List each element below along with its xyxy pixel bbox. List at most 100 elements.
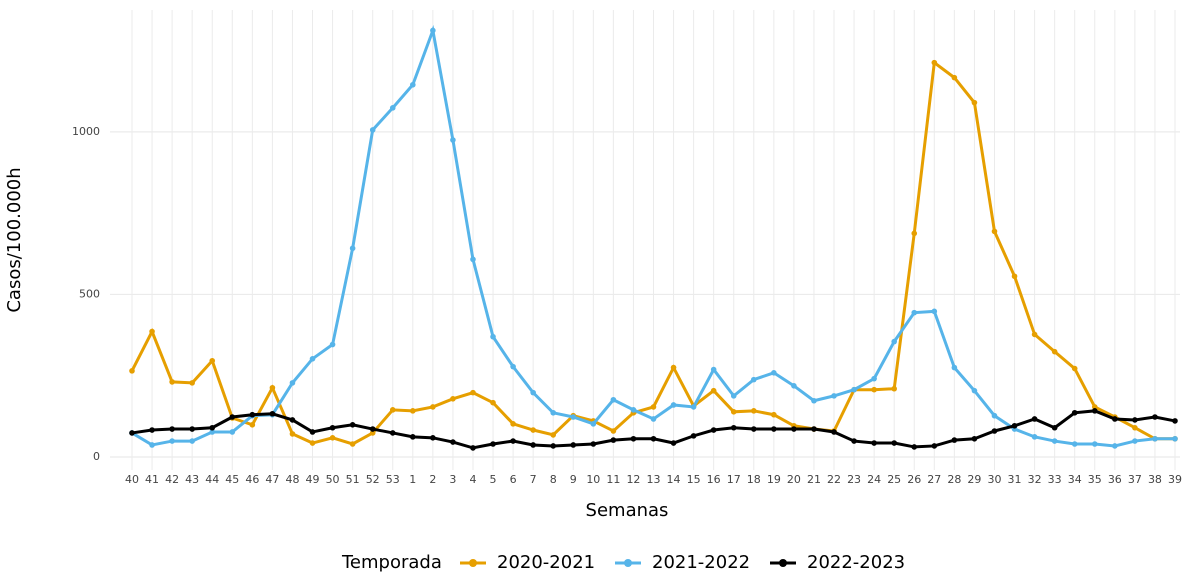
point: [1132, 417, 1138, 423]
x-tick-label: 8: [550, 473, 557, 486]
point: [690, 404, 697, 410]
point: [891, 385, 897, 392]
point: [730, 393, 737, 399]
x-tick-label: 2: [429, 473, 436, 486]
point: [530, 427, 536, 433]
point: [971, 387, 978, 394]
x-tick-label: 5: [490, 473, 497, 486]
point: [169, 379, 175, 385]
point: [129, 368, 135, 374]
x-tick-label: 44: [205, 473, 219, 486]
x-tick-label: 9: [570, 473, 577, 486]
point: [269, 410, 276, 417]
x-tick-label: 29: [967, 473, 981, 486]
point: [189, 426, 195, 432]
point: [710, 427, 717, 433]
x-tick-label: 35: [1088, 473, 1102, 486]
point: [1011, 273, 1018, 280]
point: [189, 380, 195, 386]
x-tick-label: 14: [667, 473, 681, 486]
point: [951, 364, 958, 371]
point: [951, 437, 958, 443]
point: [149, 427, 155, 433]
legend-key-dot: [624, 559, 632, 567]
point: [1152, 414, 1158, 420]
point: [1132, 438, 1138, 444]
point: [209, 357, 216, 364]
point: [831, 429, 837, 435]
legend-label: 2021-2022: [652, 552, 750, 573]
point: [510, 363, 516, 370]
point: [209, 429, 216, 435]
point: [931, 59, 938, 66]
point: [1112, 443, 1118, 449]
point: [670, 440, 677, 446]
point: [470, 445, 476, 451]
x-tick-label: 16: [707, 473, 721, 486]
point: [1091, 404, 1098, 410]
point: [309, 429, 316, 435]
point: [871, 375, 877, 382]
point: [229, 414, 236, 420]
x-tick-label: 13: [647, 473, 661, 486]
point: [630, 407, 637, 413]
point: [389, 105, 396, 111]
x-tick-label: 4: [469, 473, 476, 486]
point: [329, 424, 336, 431]
y-axis-label: Casos/100.000h: [4, 167, 25, 312]
point: [650, 404, 657, 410]
point: [369, 430, 376, 436]
point: [229, 429, 236, 435]
x-tick-label: 26: [907, 473, 921, 486]
x-tick-label: 34: [1068, 473, 1082, 486]
x-tick-label: 48: [285, 473, 299, 486]
x-tick-label: 49: [306, 473, 320, 486]
point: [590, 421, 597, 427]
point: [771, 426, 777, 432]
point: [710, 387, 717, 394]
point: [931, 443, 938, 449]
point: [430, 404, 436, 410]
x-tick-label: 19: [767, 473, 781, 486]
point: [851, 386, 857, 393]
point: [650, 435, 657, 442]
x-tick-label: 53: [386, 473, 400, 486]
point: [1031, 416, 1038, 422]
x-tick-label: 42: [165, 473, 179, 486]
point: [349, 422, 356, 428]
point: [389, 407, 396, 413]
point: [851, 438, 857, 444]
point: [349, 441, 356, 447]
point: [490, 441, 496, 447]
point: [791, 383, 797, 389]
point: [249, 422, 256, 428]
point: [169, 426, 175, 432]
point: [931, 308, 938, 315]
x-tick-label: 43: [185, 473, 199, 486]
point: [871, 386, 877, 393]
x-tick-label: 31: [1008, 473, 1022, 486]
x-tick-label: 36: [1108, 473, 1122, 486]
point: [530, 389, 536, 396]
x-tick-label: 37: [1128, 473, 1142, 486]
point: [1051, 424, 1058, 431]
point: [550, 432, 557, 438]
x-tick-label: 38: [1148, 473, 1162, 486]
legend-key-dot: [779, 559, 787, 567]
y-tick-label: 0: [93, 450, 100, 463]
point: [750, 408, 757, 414]
point: [771, 369, 777, 376]
point: [811, 397, 817, 404]
point: [971, 435, 978, 442]
point: [430, 27, 436, 34]
point: [450, 439, 456, 445]
x-tick-label: 11: [606, 473, 620, 486]
point: [369, 426, 376, 432]
point: [871, 440, 877, 446]
point: [650, 416, 657, 422]
point: [710, 366, 717, 373]
point: [1132, 424, 1138, 431]
point: [1172, 418, 1178, 424]
point: [490, 333, 496, 340]
point: [470, 256, 476, 263]
